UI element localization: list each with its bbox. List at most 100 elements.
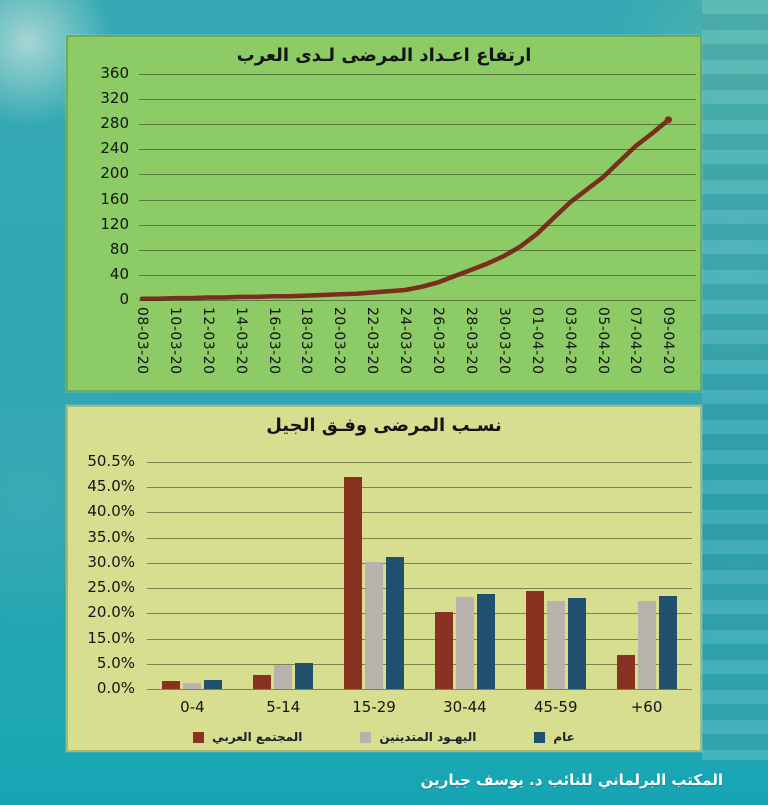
- gridline: [147, 562, 692, 564]
- gridline: [147, 512, 692, 514]
- bar-religious-jews: [455, 597, 474, 689]
- y-tick-label: 20.0%: [87, 603, 135, 622]
- y-tick-label: 160: [100, 189, 129, 208]
- y-tick-label: 45.0%: [87, 477, 135, 496]
- y-tick-label: 40.0%: [87, 502, 135, 521]
- y-tick-label: 25.0%: [87, 578, 135, 597]
- x-tick-label: 22-03-20: [364, 307, 381, 375]
- bar-arab-society: [616, 654, 635, 689]
- bar-general: [567, 598, 586, 689]
- bar-religious-jews: [274, 664, 293, 689]
- y-tick-label: 30.0%: [87, 552, 135, 571]
- patients-series-line: [139, 117, 671, 301]
- y-tick-label: 120: [100, 214, 129, 233]
- y-tick-label: 50.5%: [87, 452, 135, 470]
- legend-label: المجتمع العربي: [212, 730, 303, 744]
- gridline: [147, 588, 692, 590]
- legend-label: عام: [553, 730, 575, 744]
- y-tick-label: 40: [109, 264, 129, 283]
- gridline: [139, 300, 696, 301]
- y-tick-label: 240: [100, 139, 129, 158]
- bar-general: [295, 662, 314, 689]
- y-tick-label: 280: [100, 114, 129, 133]
- bar-arab-society: [344, 477, 363, 689]
- line-chart-plot-area: [139, 74, 696, 301]
- gridline: [139, 74, 696, 75]
- x-tick-label: 07-04-20: [627, 307, 644, 375]
- y-tick-label: 5.0%: [96, 653, 135, 672]
- background-photo-strip: [702, 0, 768, 760]
- x-tick-label: 03-04-20: [561, 307, 578, 375]
- y-tick-label: 320: [100, 89, 129, 108]
- category-label: +60: [630, 698, 663, 716]
- bar-religious-jews: [183, 682, 202, 689]
- gridline: [139, 274, 696, 276]
- x-tick-label: 24-03-20: [397, 307, 414, 375]
- x-tick-label: 12-03-20: [199, 307, 216, 375]
- line-chart-title: ارتفاع اعـداد المرضى لـدى العرب: [236, 45, 532, 66]
- footer-credit: المكتب البرلماني للنائب د. يوسف جبارين: [420, 771, 723, 789]
- gridline: [139, 199, 696, 201]
- bar-arab-society: [162, 681, 181, 689]
- bar-chart-title: نسـب المرضى وفـق الجيل: [266, 415, 502, 436]
- x-tick-label: 18-03-20: [298, 307, 315, 375]
- gridline: [147, 689, 692, 690]
- gridline: [147, 613, 692, 615]
- bar-religious-jews: [637, 600, 656, 689]
- x-tick-label: 08-03-20: [134, 307, 150, 375]
- y-tick-label: 0.0%: [96, 679, 135, 697]
- y-tick-label: 35.0%: [87, 527, 135, 546]
- y-tick-label: 15.0%: [87, 628, 135, 647]
- legend-item-general: عام: [534, 730, 575, 744]
- x-tick-label: 14-03-20: [232, 307, 249, 375]
- x-tick-label: 20-03-20: [331, 307, 348, 375]
- x-tick-label: 05-04-20: [594, 307, 611, 375]
- category-label: 5-14: [266, 698, 301, 716]
- bar-religious-jews: [365, 561, 384, 689]
- gridline: [147, 537, 692, 539]
- x-tick-label: 10-03-20: [166, 307, 183, 375]
- series-end-point: [664, 116, 673, 124]
- x-tick-label: 26-03-20: [430, 307, 447, 375]
- bar-arab-society: [525, 590, 544, 689]
- legend-item-religious-jews: اليهـود المتدينين: [360, 730, 476, 744]
- legend-swatch-religious-jews: [360, 731, 372, 743]
- gridline: [147, 462, 692, 463]
- gridline: [147, 487, 692, 489]
- bar-chart-plot-area: [147, 462, 692, 690]
- gridline: [139, 249, 696, 251]
- gridline: [139, 174, 696, 176]
- x-tick-label: 09-04-20: [660, 307, 677, 375]
- line-series-svg: [139, 116, 673, 301]
- category-label: 0-4: [180, 698, 205, 716]
- gridline: [147, 638, 692, 640]
- legend-item-arab-society: المجتمع العربي: [193, 730, 302, 744]
- x-tick-label: 28-03-20: [462, 307, 479, 375]
- bar-religious-jews: [546, 600, 565, 689]
- bar-general: [204, 680, 223, 689]
- legend-swatch-general: [534, 731, 546, 743]
- gridline: [147, 663, 692, 665]
- y-tick-label: 0: [119, 290, 129, 308]
- x-tick-label: 01-04-20: [528, 307, 545, 375]
- gridline: [139, 99, 696, 101]
- legend-label: اليهـود المتدينين: [379, 730, 477, 744]
- legend-swatch-arab-society: [193, 731, 205, 743]
- category-label: 45-59: [533, 698, 578, 716]
- category-label: 30-44: [443, 698, 487, 716]
- bar-general: [658, 596, 677, 689]
- gridline: [139, 124, 696, 126]
- bar-arab-society: [253, 674, 272, 689]
- bar-chart-panel: نسـب المرضى وفـق الجيل 50.5% 45.0% 40.0% 35…: [66, 405, 702, 752]
- bar-general: [476, 593, 495, 689]
- x-tick-label: 30-03-20: [495, 307, 512, 375]
- category-label: 15-29: [352, 698, 396, 716]
- y-tick-label: 360: [100, 64, 129, 82]
- x-tick-label: 16-03-20: [265, 307, 282, 375]
- y-tick-label: 80: [109, 239, 129, 258]
- gridline: [139, 149, 696, 151]
- y-tick-label: 200: [100, 164, 129, 183]
- line-chart-panel: ارتفاع اعـداد المرضى لـدى العرب 360 320 28…: [66, 35, 702, 392]
- gridline: [139, 224, 696, 226]
- bar-general: [386, 556, 405, 689]
